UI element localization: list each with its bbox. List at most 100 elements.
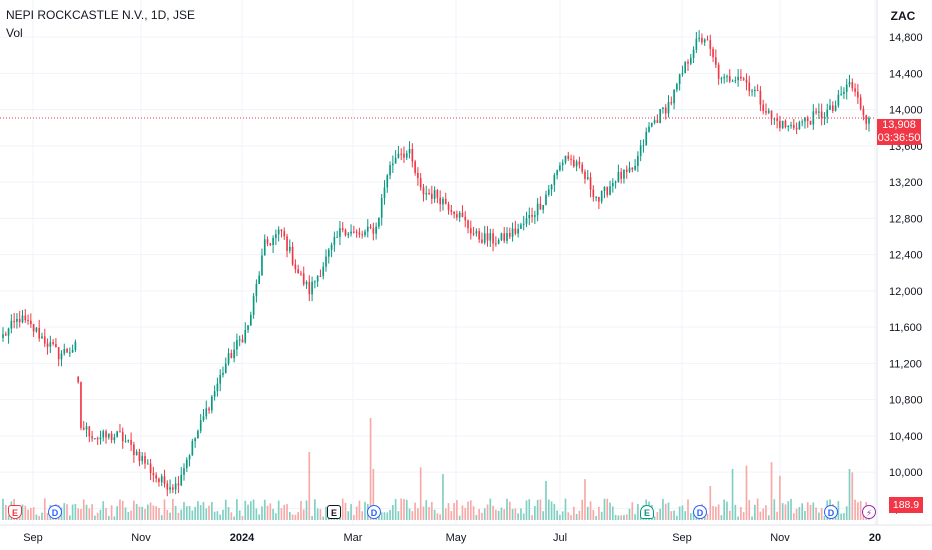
volume-bar (712, 505, 714, 520)
time-axis[interactable]: Sep Nov 2024 Mar May Jul Sep Nov 20 (23, 532, 881, 544)
volume-bar (840, 513, 842, 520)
price-tick-label: 14,400 (889, 68, 923, 80)
volume-bar (249, 501, 252, 520)
dividend-marker[interactable]: D (367, 505, 381, 519)
volume-bar (155, 506, 157, 520)
volume-bar (547, 499, 550, 520)
volume-bar (483, 508, 486, 520)
candle-body (748, 82, 751, 92)
volume-bar (405, 499, 408, 520)
volume-bar (481, 512, 483, 520)
candle-body (631, 167, 634, 170)
candle-body (244, 329, 247, 343)
volume-bar (748, 500, 751, 520)
candle-body (809, 120, 812, 125)
volume-bar (556, 510, 558, 520)
candle-body (127, 439, 130, 442)
candle-body (82, 427, 85, 430)
bar-countdown: 03:36:50 (877, 132, 921, 144)
candle-body (174, 483, 177, 490)
split-marker[interactable]: ⚡ (862, 505, 876, 519)
volume-bar (397, 511, 400, 520)
candle-body (503, 233, 506, 241)
volume-bar (662, 498, 664, 520)
dividend-marker[interactable]: D (48, 505, 62, 519)
candle-body (776, 118, 778, 121)
dividend-marker[interactable]: D (824, 505, 838, 519)
dividend-marker[interactable]: D (693, 505, 707, 519)
candle-body (731, 80, 734, 82)
volume-bar (845, 506, 848, 520)
volume-bar (88, 508, 91, 520)
candle-body (575, 161, 578, 167)
volume-bar (536, 499, 539, 520)
volume-bar (433, 509, 436, 520)
earnings-marker[interactable]: E (8, 505, 22, 519)
candle-body (116, 431, 118, 438)
candle-body (851, 82, 854, 89)
candle-body (325, 256, 327, 267)
candle-body (648, 126, 650, 132)
candle-body (119, 431, 121, 433)
candle-body (102, 431, 105, 438)
volume-bar (514, 508, 517, 520)
volume-bar (269, 503, 272, 520)
volume-bar (464, 507, 467, 520)
candle-body (620, 171, 623, 179)
candle-body (146, 463, 149, 465)
candle-body (291, 246, 294, 265)
price-tick-label: 14,000 (889, 105, 923, 117)
earnings-marker[interactable]: E (640, 505, 654, 519)
currency-button[interactable]: ZAC (890, 9, 916, 23)
volume-bar (222, 509, 224, 520)
volume-bar (344, 502, 347, 520)
volume-bar (152, 505, 155, 520)
candle-body (444, 198, 447, 204)
candle-body (734, 80, 737, 82)
volume-bar (41, 512, 43, 520)
volume-bar (503, 509, 506, 520)
volume-bar (314, 499, 316, 520)
candle-body (322, 266, 325, 276)
candle-body (848, 82, 851, 85)
volume-bar (158, 507, 160, 520)
earnings-marker[interactable]: E (327, 505, 341, 519)
volume-bar (561, 511, 564, 520)
candle-body (703, 39, 706, 43)
candle-body (305, 281, 308, 285)
volume-bar (603, 498, 606, 520)
candle-body (30, 320, 32, 325)
price-tick-label: 13,200 (889, 177, 923, 189)
candle-body (737, 76, 739, 81)
volume-bar (790, 498, 792, 520)
candle-body (500, 233, 503, 241)
volume-bar (135, 504, 138, 520)
volume-bar (288, 511, 291, 520)
volume-bar (208, 505, 210, 520)
volume-bar (319, 509, 322, 520)
volume-bar (534, 506, 536, 520)
candle-body (16, 318, 18, 322)
price-axis[interactable]: 14,80014,40014,00013,60013,20012,80012,4… (889, 32, 923, 515)
volume-bar (809, 504, 812, 520)
candle-body (720, 78, 723, 80)
volume-bar (570, 515, 572, 520)
candle-body (801, 121, 804, 123)
candle-body (160, 476, 163, 483)
volume-bar (38, 515, 41, 520)
candle-body (740, 76, 742, 79)
time-tick-label: Sep (23, 532, 43, 544)
candle-body (483, 233, 486, 243)
candle-body (216, 383, 219, 392)
candle-body (247, 325, 249, 330)
volume-bar (573, 506, 575, 520)
candle-body (32, 324, 35, 332)
price-tick-label: 12,000 (889, 286, 923, 298)
volume-label[interactable]: Vol (6, 26, 23, 40)
candle-body (517, 228, 519, 234)
candle-body (366, 226, 369, 232)
candle-body (258, 275, 261, 285)
candle-body (77, 376, 80, 383)
symbol-title[interactable]: NEPI ROCKCASTLE N.V., 1D, JSE (6, 8, 195, 22)
